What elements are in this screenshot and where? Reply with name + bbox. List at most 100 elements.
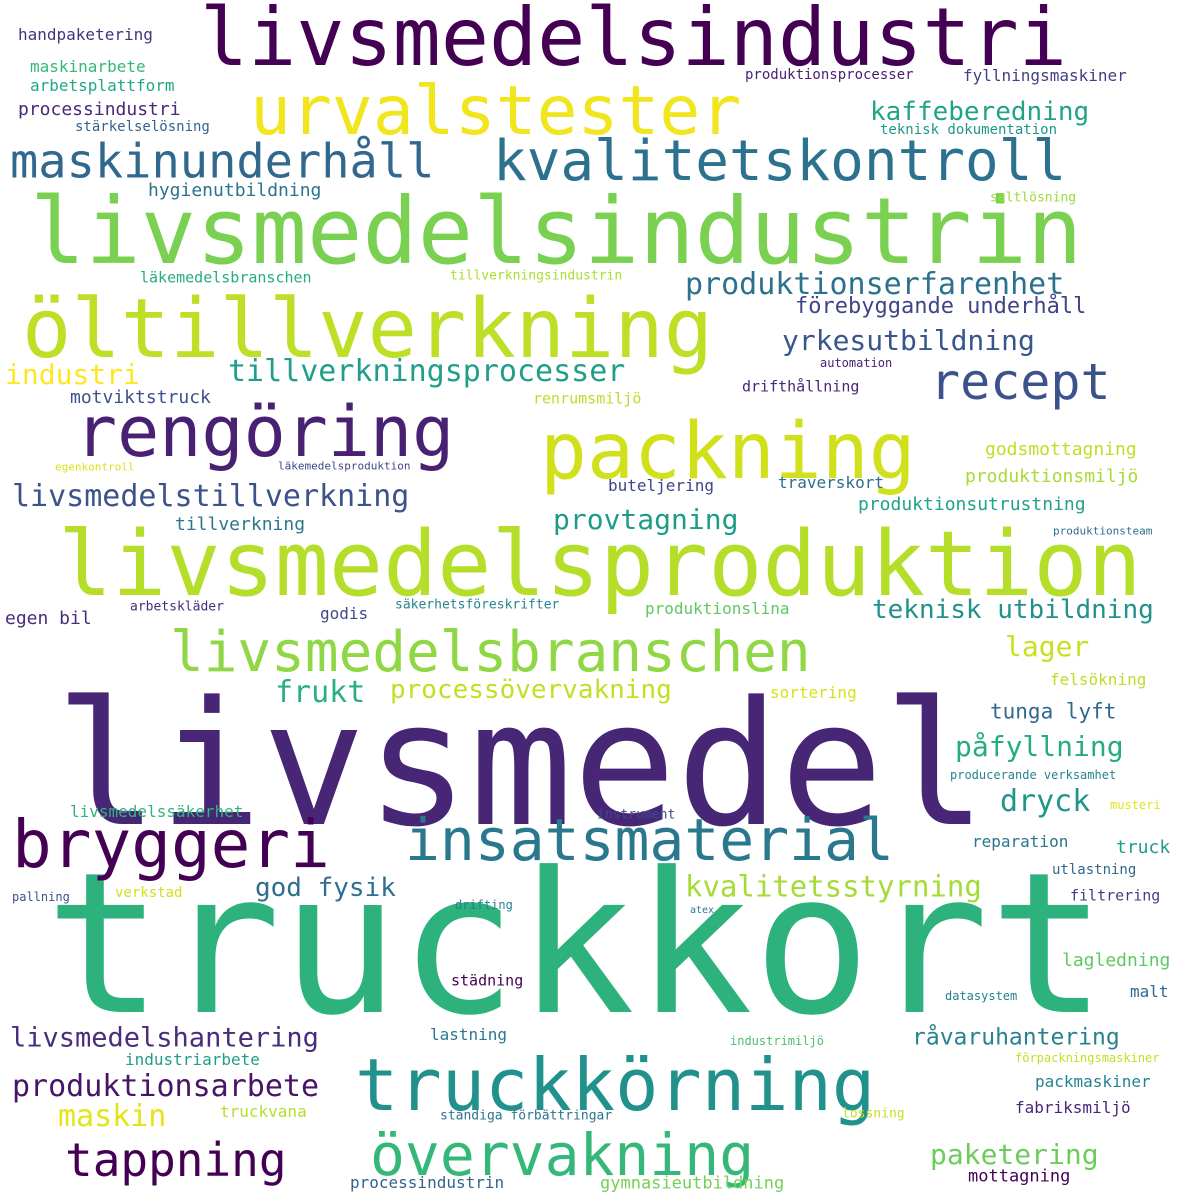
word-30: påfyllning	[955, 730, 1124, 763]
word-5: öltillverkning	[22, 282, 714, 377]
word-92: packmaskiner	[1035, 1072, 1151, 1091]
word-91: förpackningsmaskiner	[1015, 1051, 1160, 1065]
word-79: pallning	[12, 890, 70, 904]
word-36: förebyggande underhåll	[795, 294, 1087, 319]
word-14: övervakning	[370, 1121, 755, 1189]
word-22: yrkesutbildning	[782, 324, 1035, 357]
word-39: tunga lyft	[990, 699, 1117, 724]
word-27: paketering	[930, 1138, 1099, 1171]
word-1: truckkort	[45, 831, 1108, 1059]
word-75: reparation	[972, 832, 1069, 851]
word-29: god fysik	[255, 873, 396, 903]
word-2: livsmedelsindustrin	[30, 178, 1083, 285]
word-19: livsmedelstillverkning	[12, 479, 410, 514]
word-62: buteljering	[608, 476, 714, 495]
word-89: industrimiljö	[730, 1034, 824, 1048]
word-86: malt	[1130, 982, 1169, 1001]
word-78: utlastning	[1052, 862, 1137, 878]
word-47: fyllningsmaskiner	[963, 66, 1127, 85]
word-71: felsökning	[1050, 670, 1147, 689]
word-81: drifting	[455, 898, 513, 912]
word-42: motviktstruck	[70, 387, 211, 408]
word-48: handpaketering	[18, 25, 153, 44]
word-21: produktionserfarenhet	[685, 267, 1065, 302]
word-83: filtrering	[1070, 886, 1161, 905]
word-49: maskinarbete	[30, 57, 146, 76]
word-94: ständiga förbättringar	[440, 1108, 613, 1124]
word-41: tillverkning	[175, 514, 306, 535]
word-16: maskinunderhåll	[10, 134, 435, 190]
word-15: recept	[930, 353, 1111, 411]
word-84: lagledning	[1062, 950, 1171, 971]
word-31: processövervakning	[390, 675, 672, 705]
word-97: mottagning	[968, 1166, 1071, 1187]
word-23: kvalitetsstyrning	[685, 869, 982, 904]
word-37: lager	[1005, 630, 1090, 663]
word-88: lastning	[430, 1025, 508, 1044]
word-67: godis	[320, 604, 369, 623]
word-61: läkemedelsproduktion	[278, 459, 411, 473]
word-12: insatsmaterial	[405, 806, 894, 874]
word-74: instrument	[597, 807, 676, 823]
word-6: urvalstester	[250, 72, 742, 151]
word-73: livsmedelssäkerhet	[70, 802, 244, 821]
word-53: teknisk dokumentation	[880, 122, 1058, 138]
word-56: tillverkningsindustrin	[450, 268, 623, 284]
word-9: truckkörning	[355, 1043, 876, 1127]
word-33: frukt	[275, 675, 366, 710]
word-0: livsmedel	[55, 664, 987, 865]
word-66: arbetskläder	[130, 599, 224, 615]
word-11: bryggeri	[12, 806, 330, 883]
word-8: rengöring	[75, 391, 455, 473]
word-32: maskin	[58, 1099, 167, 1134]
word-52: stärkelselösning	[75, 119, 210, 135]
word-51: produktionsprocesser	[745, 67, 914, 83]
word-25: kaffeberedning	[870, 97, 1090, 127]
word-55: läkemedelsbranschen	[140, 268, 312, 287]
word-90: industriarbete	[125, 1050, 260, 1069]
word-40: hygienutbildning	[148, 180, 322, 201]
word-35: teknisk utbildning	[872, 595, 1154, 625]
word-65: egen bil	[5, 608, 92, 629]
word-93: truckvana	[220, 1102, 307, 1121]
word-87: datasystem	[945, 989, 1018, 1003]
word-99: gymnasieutbildning	[600, 1173, 785, 1194]
word-50: arbetsplattform	[30, 76, 175, 95]
word-85: städning	[451, 971, 524, 990]
word-38: råvaruhantering	[912, 1024, 1120, 1051]
word-10: kvalitetskontroll	[493, 129, 1067, 194]
word-45: produktionsmiljö	[965, 466, 1139, 487]
word-7: packning	[540, 407, 916, 497]
word-20: tillverkningsprocesser	[228, 354, 626, 389]
word-82: atex	[690, 905, 715, 916]
word-46: processindustri	[18, 99, 181, 120]
word-63: traverskort	[778, 473, 884, 492]
word-44: produktionsutrustning	[858, 494, 1086, 515]
word-17: tappning	[65, 1133, 287, 1187]
word-57: automation	[820, 356, 893, 370]
word-26: industri	[5, 358, 140, 391]
word-13: livsmedelsbranschen	[170, 620, 811, 685]
word-34: dryck	[1000, 784, 1091, 819]
word-72: producerande verksamhet	[950, 768, 1117, 782]
word-70: sortering	[770, 683, 857, 702]
word-98: processindustrin	[350, 1173, 505, 1192]
word-3: livsmedelsproduktion	[58, 512, 1142, 617]
word-54: saltlösning	[990, 190, 1077, 206]
word-24: livsmedelshantering	[10, 1022, 319, 1054]
word-60: egenkontroll	[55, 460, 135, 474]
word-4: livsmedelsindustri	[200, 0, 1067, 84]
word-18: produktionsarbete	[12, 1069, 320, 1104]
word-95: lossning	[842, 1106, 905, 1122]
word-80: verkstad	[115, 885, 183, 901]
word-68: säkerhetsföreskrifter	[395, 597, 560, 613]
word-76: truck	[1116, 837, 1171, 858]
word-43: godsmottagning	[985, 439, 1137, 460]
word-59: renrumsmiljö	[533, 389, 642, 408]
word-69: produktionslina	[645, 599, 790, 618]
word-58: drifthållning	[742, 377, 860, 396]
word-28: provtagning	[553, 503, 739, 536]
word-64: produktionsteam	[1053, 524, 1153, 538]
word-96: fabriksmiljö	[1015, 1098, 1131, 1117]
word-77: musteri	[1110, 798, 1161, 812]
